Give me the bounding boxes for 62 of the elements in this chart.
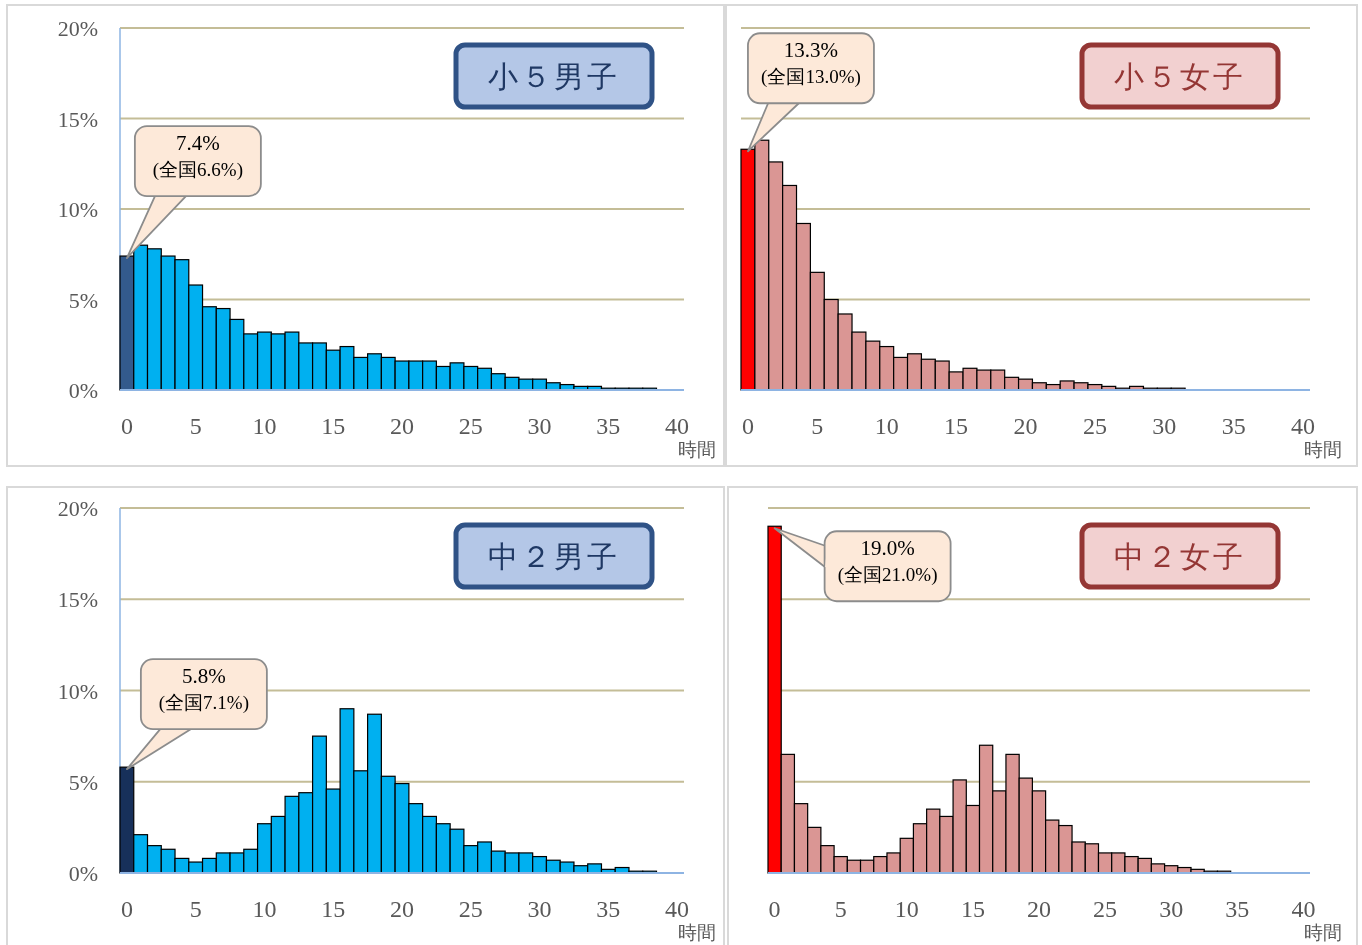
text: 中２男子 — [488, 539, 620, 574]
y-tick-label: 5% — [68, 769, 98, 795]
callout: 19.0% (全国21.0%) — [773, 527, 952, 603]
x-tick-label: 0 — [741, 413, 754, 439]
x-tick-label: 40 — [665, 896, 690, 922]
annotation: 7.4% (全国6.6%) — [152, 131, 243, 182]
x-tick-label: 20 — [390, 896, 414, 922]
y-tick-label: 0% — [68, 861, 98, 886]
x-axis-title: 時間 — [1304, 921, 1342, 943]
y-tick-label: 5% — [68, 287, 98, 313]
x-tick-label: 35 — [596, 413, 621, 439]
x-tick-label: 20 — [1027, 896, 1051, 922]
x-tick-label: 40 — [1291, 413, 1316, 439]
x-tick-label: 0 — [120, 896, 133, 922]
callout: 7.4% (全国6.6%) — [125, 125, 262, 259]
x-tick-label: 5 — [834, 896, 847, 922]
x-tick-label: 30 — [527, 413, 552, 439]
x-tick-label: 35 — [1225, 896, 1250, 922]
x-tick-label: 0 — [120, 413, 133, 439]
x-tick-label: 30 — [1152, 413, 1177, 439]
x-tick-label: 40 — [1291, 896, 1316, 922]
x-tick-label: 5 — [811, 413, 824, 439]
x-axis-title: 時間 — [1304, 438, 1342, 460]
x-tick-label: 15 — [321, 413, 346, 439]
x-tick-label: 10 — [874, 413, 899, 439]
y-tick-label: 15% — [57, 587, 98, 613]
callout: 5.8% (全国7.1%) — [125, 658, 268, 771]
text: 小５男子 — [488, 59, 620, 94]
x-tick-label: 10 — [252, 413, 277, 439]
text: 中２女子 — [1114, 539, 1246, 574]
y-tick-label: 0% — [68, 378, 98, 403]
x-tick-label: 25 — [1082, 413, 1107, 439]
y-tick-label: 10% — [57, 197, 98, 222]
x-tick-label: 20 — [390, 413, 414, 439]
x-tick-label: 10 — [252, 896, 277, 922]
x-tick-label: 15 — [944, 413, 969, 439]
x-tick-label: 0 — [768, 896, 781, 922]
annotation: 5.8% (全国7.1%) — [158, 664, 249, 715]
x-tick-label: 5 — [189, 413, 202, 439]
x-tick-label: 30 — [527, 896, 552, 922]
y-tick-label: 15% — [57, 106, 98, 132]
y-tick-label: 20% — [57, 496, 98, 521]
x-tick-label: 20 — [1013, 413, 1038, 439]
annotation: 19.0% (全国21.0%) — [837, 536, 938, 587]
x-tick-label: 25 — [458, 413, 483, 439]
annotation: 13.3% (全国13.0%) — [761, 38, 861, 89]
x-tick-label: 15 — [960, 896, 985, 922]
x-tick-label: 25 — [458, 896, 483, 922]
text: 小５女子 — [1114, 59, 1246, 94]
x-axis-title: 時間 — [678, 438, 716, 460]
x-tick-label: 25 — [1093, 896, 1118, 922]
x-tick-label: 35 — [596, 896, 621, 922]
x-tick-label: 30 — [1159, 896, 1184, 922]
x-tick-label: 15 — [321, 896, 346, 922]
y-tick-label: 10% — [57, 678, 98, 704]
x-axis-title: 時間 — [678, 921, 716, 943]
y-tick-label: 20% — [57, 16, 98, 41]
x-tick-label: 40 — [665, 413, 690, 439]
callout: 13.3% (全国13.0%) — [747, 32, 875, 153]
x-tick-label: 10 — [894, 896, 919, 922]
x-tick-label: 35 — [1221, 413, 1246, 439]
x-tick-label: 5 — [189, 896, 202, 922]
